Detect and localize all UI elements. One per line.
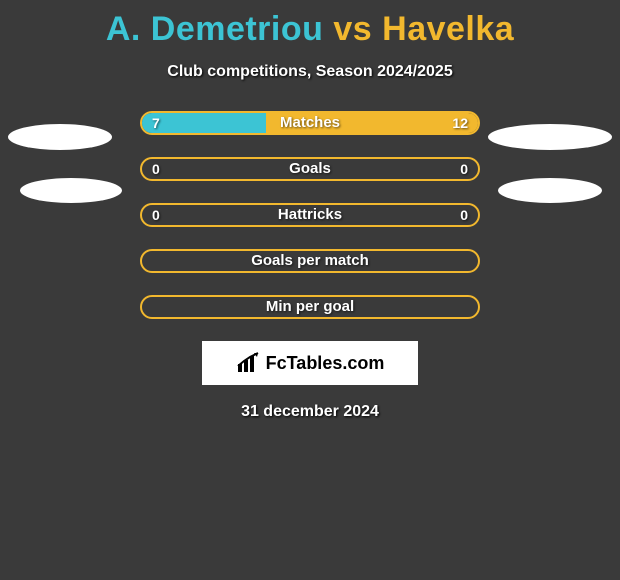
subtitle: Club competitions, Season 2024/2025 — [0, 63, 620, 81]
vs-text: vs — [333, 10, 372, 48]
date-text: 31 december 2024 — [0, 403, 620, 421]
photo-placeholder — [498, 178, 602, 203]
stat-label: Matches — [142, 113, 478, 133]
photo-placeholder — [20, 178, 122, 203]
photo-placeholder — [8, 124, 112, 150]
stat-row: Goals per match — [140, 249, 480, 273]
brand-chart-icon — [236, 352, 262, 374]
stat-row: Min per goal — [140, 295, 480, 319]
stat-row: 712Matches — [140, 111, 480, 135]
photo-placeholder — [488, 124, 612, 150]
player1-name: A. Demetriou — [106, 10, 324, 48]
stat-label: Min per goal — [142, 297, 478, 317]
comparison-title: A. Demetriou vs Havelka — [0, 0, 620, 49]
brand-badge: FcTables.com — [202, 341, 418, 385]
stat-label: Goals per match — [142, 251, 478, 271]
stat-row: 00Hattricks — [140, 203, 480, 227]
brand-text: FcTables.com — [266, 353, 385, 374]
player2-name: Havelka — [382, 10, 514, 48]
stat-label: Goals — [142, 159, 478, 179]
stat-row: 00Goals — [140, 157, 480, 181]
stats-bars: 712Matches 00Goals 00Hattricks Goals per ma… — [140, 111, 480, 319]
stat-label: Hattricks — [142, 205, 478, 225]
